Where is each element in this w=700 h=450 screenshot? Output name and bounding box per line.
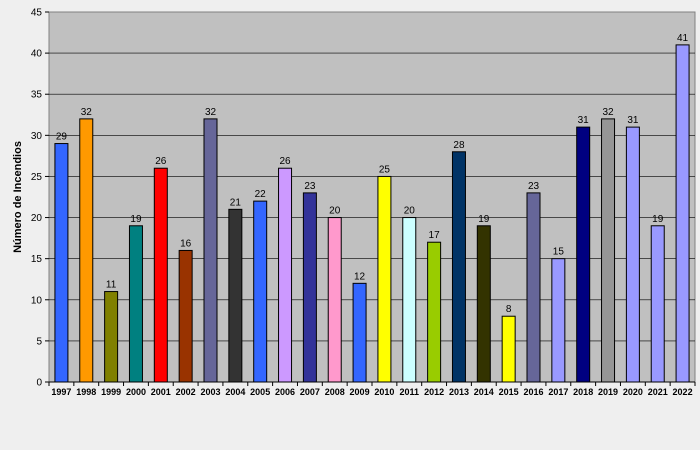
bar-2018 — [576, 126, 591, 383]
y-tick-label: 35 — [31, 90, 43, 101]
bar-2008 — [327, 217, 342, 383]
value-label: 29 — [56, 132, 68, 143]
bar-2013 — [451, 151, 466, 383]
x-tick-label: 2001 — [151, 387, 171, 397]
plot-area — [48, 11, 696, 383]
bar-2003 — [203, 118, 218, 383]
value-label: 31 — [578, 115, 590, 126]
x-tick-label: 2013 — [449, 387, 469, 397]
bar-2022 — [675, 44, 690, 383]
y-tick-label: 15 — [31, 254, 43, 265]
value-label: 20 — [329, 206, 341, 217]
value-label: 15 — [553, 247, 565, 258]
y-tick-label: 0 — [36, 378, 42, 389]
x-tick-label: 2007 — [300, 387, 320, 397]
bar-2020 — [625, 126, 640, 383]
value-label: 26 — [279, 156, 291, 167]
x-tick-label: 2003 — [200, 387, 220, 397]
y-axis-title: Número de Incendios — [12, 141, 24, 253]
x-tick-label: 2006 — [275, 387, 295, 397]
value-label: 32 — [81, 107, 93, 118]
value-label: 19 — [130, 214, 142, 225]
bar-2006 — [278, 167, 293, 383]
x-tick-label: 2009 — [350, 387, 370, 397]
value-label: 32 — [205, 107, 217, 118]
value-label: 17 — [429, 230, 441, 241]
value-label: 19 — [652, 214, 664, 225]
x-tick-label: 2015 — [499, 387, 519, 397]
bar-2009 — [352, 282, 367, 383]
bar-2010 — [377, 175, 392, 383]
bar-2002 — [178, 249, 193, 383]
value-label: 26 — [155, 156, 167, 167]
bar-2015 — [501, 315, 516, 383]
value-label: 12 — [354, 271, 366, 282]
bar-2007 — [302, 192, 317, 383]
x-tick-label: 2005 — [250, 387, 270, 397]
bar-2004 — [228, 208, 243, 383]
value-label: 41 — [677, 33, 689, 44]
value-label: 22 — [255, 189, 267, 200]
bar-2019 — [601, 118, 616, 383]
value-label: 23 — [528, 181, 540, 192]
x-tick-label: 2014 — [474, 387, 494, 397]
y-tick-label: 5 — [36, 336, 42, 347]
x-tick-label: 2020 — [623, 387, 643, 397]
value-label: 25 — [379, 164, 391, 175]
value-label: 21 — [230, 197, 242, 208]
x-tick-label: 2018 — [573, 387, 593, 397]
bar-2021 — [650, 225, 665, 383]
bar-1997 — [54, 143, 69, 383]
y-tick-label: 45 — [31, 8, 43, 19]
bar-1998 — [79, 118, 94, 383]
bar-2001 — [153, 167, 168, 383]
value-label: 31 — [627, 115, 639, 126]
x-tick-label: 1999 — [101, 387, 121, 397]
bar-2011 — [402, 217, 417, 383]
x-tick-label: 2017 — [548, 387, 568, 397]
x-tick-label: 2002 — [176, 387, 196, 397]
bars — [54, 44, 690, 383]
y-tick-label: 25 — [31, 172, 43, 183]
bar-2016 — [526, 192, 541, 383]
y-tick-label: 10 — [31, 295, 43, 306]
value-label: 11 — [106, 280, 117, 291]
value-label: 8 — [506, 304, 512, 315]
x-tick-label: 1997 — [51, 387, 71, 397]
data-labels: 29 32 11 19 26 16 32 21 22 26 23 20 12 25 20 17 28 19 8 23 1… — [56, 33, 689, 315]
y-tick-label: 30 — [31, 131, 43, 142]
bar-1999 — [104, 291, 119, 383]
x-tick-label: 1998 — [76, 387, 96, 397]
y-tick-label: 20 — [31, 213, 43, 224]
x-tick-label: 2011 — [400, 387, 420, 397]
value-label: 23 — [304, 181, 316, 192]
bar-2012 — [427, 241, 442, 383]
value-label: 16 — [180, 238, 192, 249]
x-tick-label: 2019 — [598, 387, 618, 397]
bar-2000 — [128, 225, 143, 383]
x-tick-label: 2008 — [325, 387, 345, 397]
x-tick-label: 2021 — [648, 387, 668, 397]
x-tick-label: 2022 — [673, 387, 693, 397]
x-tick-label: 2004 — [225, 387, 245, 397]
value-label: 32 — [602, 107, 614, 118]
value-label: 19 — [478, 214, 490, 225]
y-tick-label: 40 — [31, 49, 43, 60]
bar-2017 — [551, 258, 566, 383]
x-tick-label: 2012 — [424, 387, 444, 397]
bar-2005 — [253, 200, 268, 383]
x-tick-label: 2000 — [126, 387, 146, 397]
value-label: 28 — [453, 140, 465, 151]
bar-2014 — [476, 225, 491, 383]
value-label: 20 — [404, 206, 416, 217]
x-tick-label: 2010 — [374, 387, 394, 397]
y-axis-ticks: 0 5 10 15 20 25 30 35 40 45 — [31, 8, 49, 389]
x-axis-ticks: 1997 1998 1999 2000 2001 2002 2003 2004 2005 2006… — [48, 382, 696, 397]
x-tick-label: 2016 — [523, 387, 543, 397]
